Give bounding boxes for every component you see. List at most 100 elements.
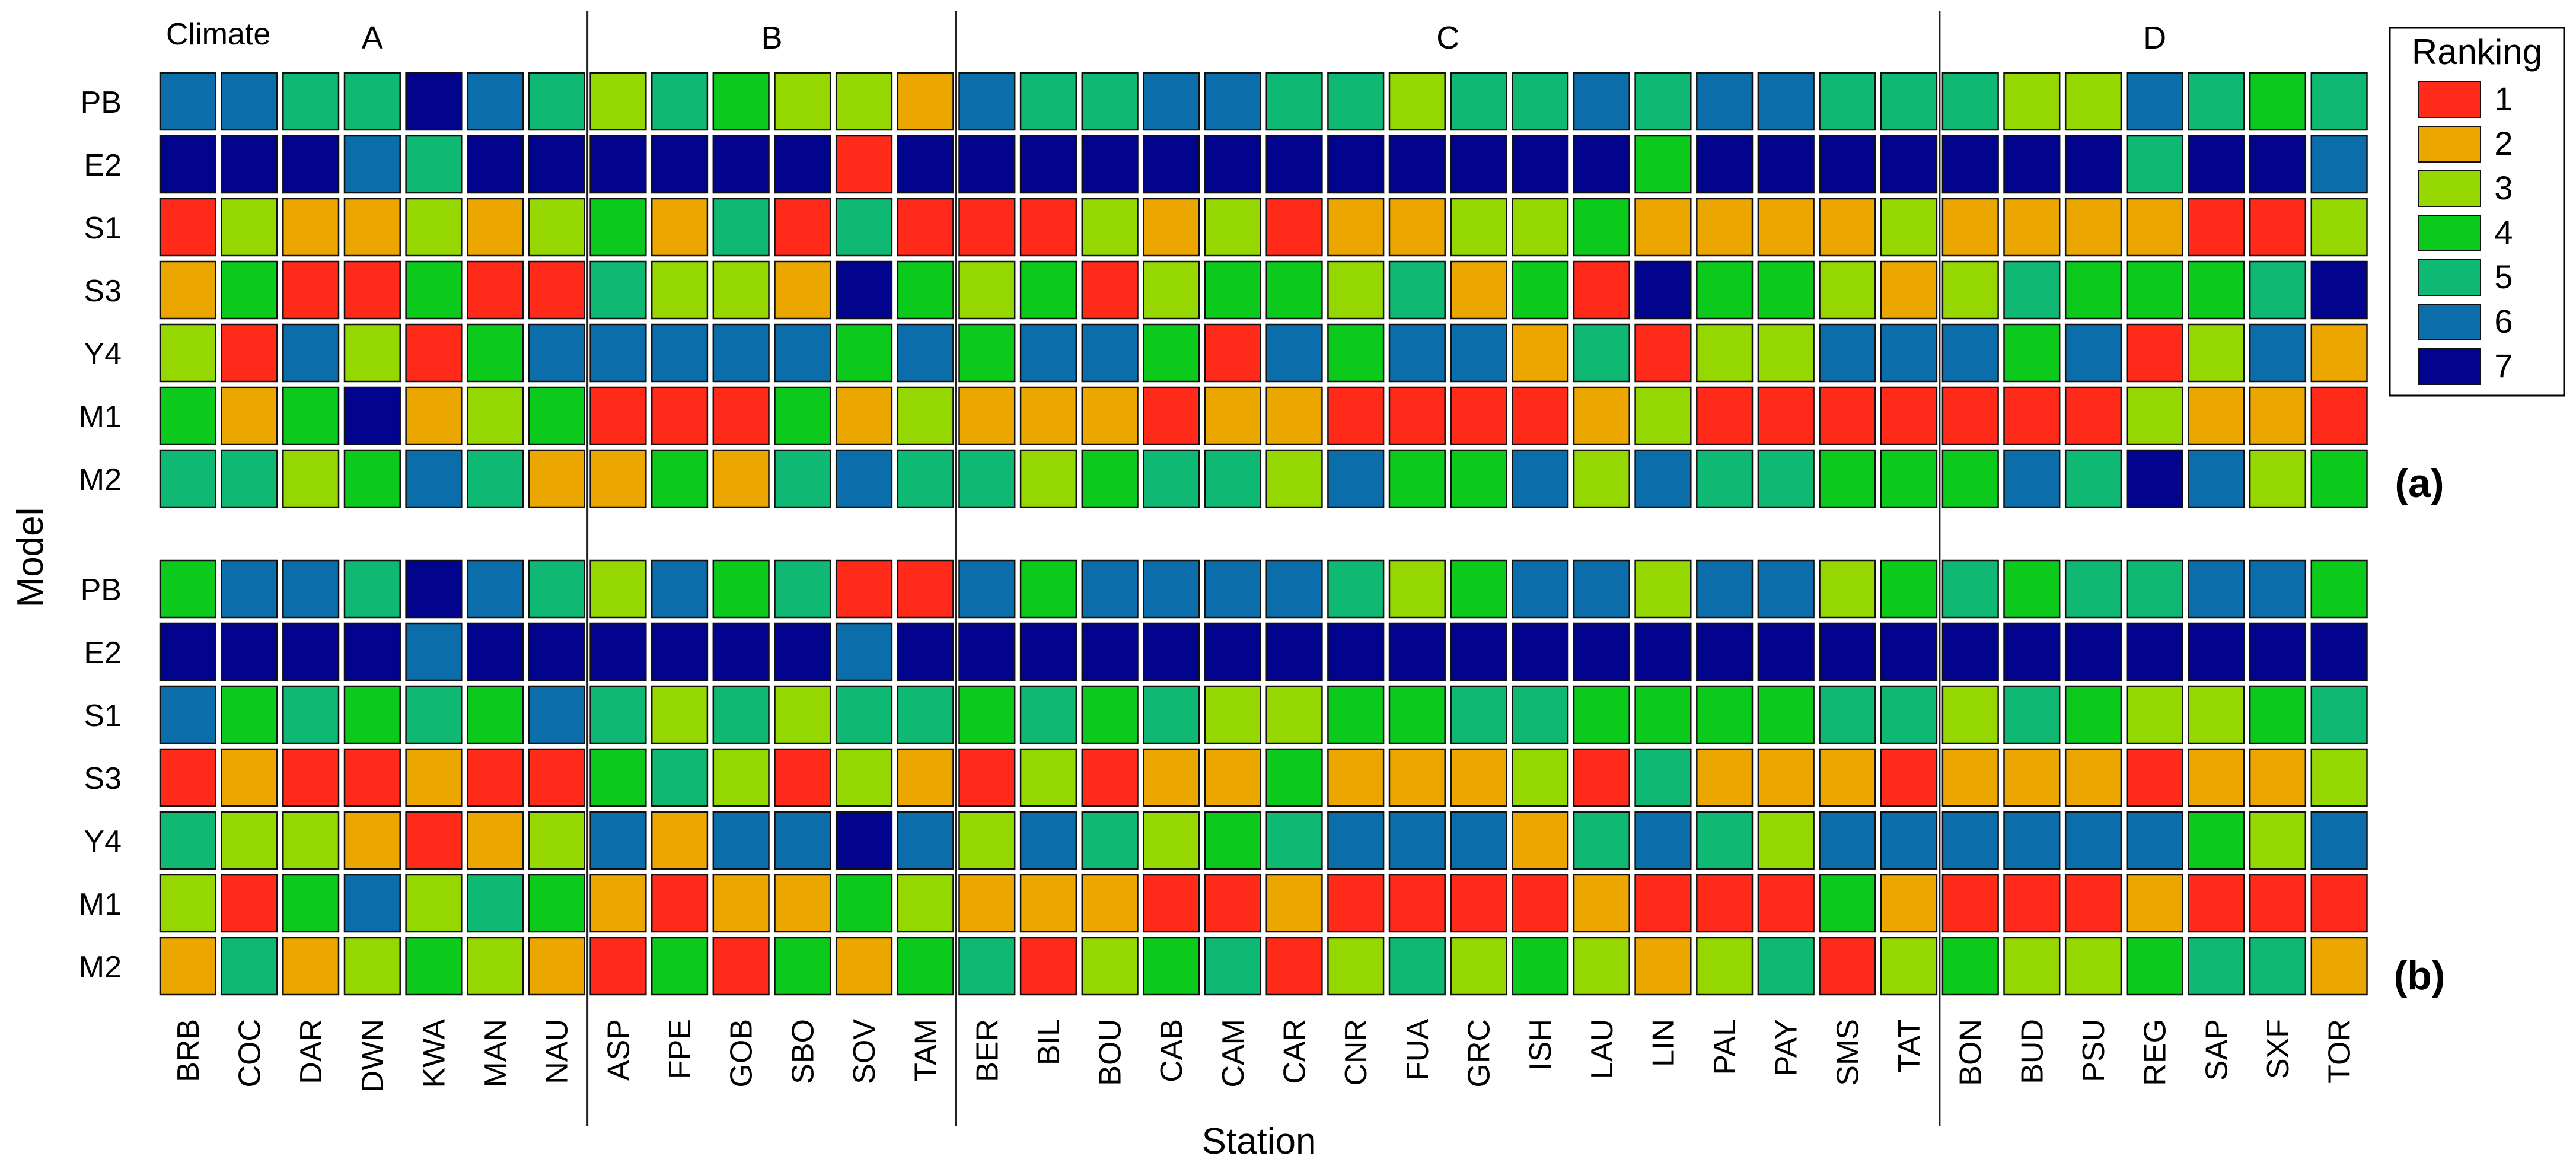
heatmap-cell <box>1388 748 1446 807</box>
heatmap-cell <box>1450 622 1507 681</box>
heatmap-cell <box>2064 198 2122 257</box>
heatmap-cell <box>589 198 647 257</box>
heatmap-cell <box>1696 449 1754 508</box>
heatmap-cell <box>1265 811 1323 870</box>
heatmap-cell <box>2003 72 2061 131</box>
heatmap-cell <box>835 811 893 870</box>
heatmap-cell <box>528 198 585 257</box>
heatmap-cell <box>2249 260 2307 320</box>
station-tick-label: MAN <box>479 1019 513 1088</box>
heatmap-cell <box>282 811 340 870</box>
heatmap-cell <box>897 937 954 996</box>
station-tick-label: TAT <box>1892 1019 1927 1073</box>
heatmap-cell <box>1204 559 1262 619</box>
heatmap-cell <box>1019 685 1077 744</box>
heatmap-cell <box>1019 874 1077 933</box>
heatmap-cell <box>1880 874 1938 933</box>
legend-rank-label: 5 <box>2494 258 2513 295</box>
heatmap-cell <box>528 937 585 996</box>
heatmap-cell <box>1081 622 1139 681</box>
model-label: S3 <box>84 762 122 796</box>
heatmap-cell <box>159 449 216 508</box>
heatmap-cell <box>282 559 340 619</box>
heatmap-cell <box>958 386 1016 445</box>
heatmap-cell <box>1450 135 1507 194</box>
heatmap-cell <box>1450 811 1507 870</box>
heatmap-cell <box>405 622 463 681</box>
heatmap-cell <box>1388 260 1446 320</box>
heatmap-cell <box>221 874 278 933</box>
heatmap-cell <box>221 260 278 320</box>
station-tick-label: SMS <box>1831 1019 1865 1086</box>
heatmap-cell <box>2310 622 2368 681</box>
heatmap-cell <box>958 72 1016 131</box>
heatmap-cell <box>343 135 401 194</box>
heatmap-cell <box>1512 874 1569 933</box>
heatmap-cell <box>1819 323 1876 383</box>
heatmap-cell <box>343 874 401 933</box>
heatmap-cell <box>1143 198 1200 257</box>
heatmap-cell <box>589 748 647 807</box>
heatmap-cell <box>405 323 463 383</box>
heatmap-cell <box>1573 198 1630 257</box>
heatmap-cell <box>1388 198 1446 257</box>
heatmap-cell <box>405 937 463 996</box>
heatmap-cell <box>1327 748 1385 807</box>
heatmap-cell <box>1204 937 1262 996</box>
heatmap-cell <box>1880 937 1938 996</box>
heatmap-cell <box>1573 135 1630 194</box>
heatmap-cell <box>2310 874 2368 933</box>
heatmap-cell <box>528 685 585 744</box>
heatmap-cell <box>2064 323 2122 383</box>
heatmap-cell <box>467 323 524 383</box>
heatmap-cell <box>1019 937 1077 996</box>
heatmap-cell <box>774 260 831 320</box>
heatmap-cell <box>1081 937 1139 996</box>
heatmap-cell <box>589 449 647 508</box>
heatmap-cell <box>1880 449 1938 508</box>
heatmap-cell <box>1143 811 1200 870</box>
station-tick-label: BON <box>1954 1019 1988 1086</box>
heatmap-cell <box>1265 874 1323 933</box>
heatmap-cell <box>589 135 647 194</box>
heatmap-cell <box>221 811 278 870</box>
heatmap-cell <box>651 198 709 257</box>
heatmap-cell <box>1388 323 1446 383</box>
station-tick-label: GRC <box>1462 1019 1497 1088</box>
heatmap-cell <box>958 559 1016 619</box>
climate-label: Climate <box>166 17 270 52</box>
heatmap-cell <box>958 449 1016 508</box>
heatmap-cell <box>528 72 585 131</box>
heatmap-cell <box>282 449 340 508</box>
heatmap-cell <box>2126 874 2183 933</box>
legend-rank-label: 2 <box>2494 125 2513 162</box>
heatmap-cell <box>958 874 1016 933</box>
heatmap-cell <box>2249 622 2307 681</box>
heatmap-cell <box>1941 386 1999 445</box>
heatmap-cell <box>2310 198 2368 257</box>
heatmap-cell <box>1512 135 1569 194</box>
heatmap-cell <box>2310 449 2368 508</box>
heatmap-cell <box>2310 386 2368 445</box>
heatmap-cell <box>282 135 340 194</box>
heatmap-cell <box>2003 198 2061 257</box>
heatmap-cell <box>589 937 647 996</box>
heatmap-cell <box>467 685 524 744</box>
heatmap-cell <box>405 559 463 619</box>
heatmap-cell <box>1450 386 1507 445</box>
x-axis-title: Station <box>1201 1121 1316 1162</box>
heatmap-cell <box>897 559 954 619</box>
heatmap-cell <box>1081 323 1139 383</box>
legend-rank-label: 6 <box>2494 302 2513 340</box>
heatmap-cell <box>343 386 401 445</box>
heatmap-cell <box>1819 937 1876 996</box>
heatmap-cell <box>159 685 216 744</box>
heatmap-cell <box>2003 323 2061 383</box>
heatmap-cell <box>2126 135 2183 194</box>
heatmap-cell <box>282 386 340 445</box>
heatmap-cell <box>712 874 770 933</box>
heatmap-cell <box>1757 937 1815 996</box>
heatmap-cell <box>1757 449 1815 508</box>
station-tick-label: TOR <box>2323 1019 2357 1084</box>
